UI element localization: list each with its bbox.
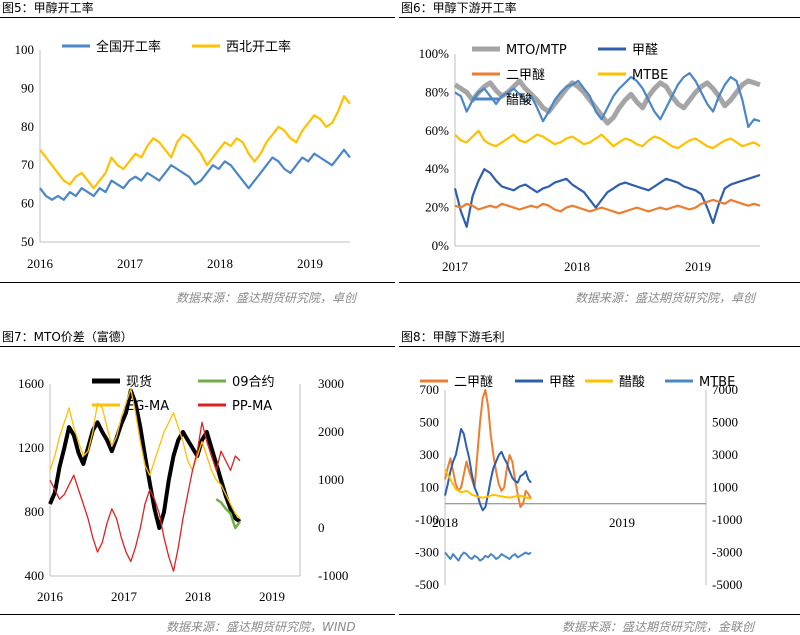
fig6-ytick-label: 80% (425, 84, 449, 99)
fig7-ytick-right-label: -1000 (318, 568, 348, 583)
fig6-ytick-label: 20% (425, 200, 449, 215)
fig6-legend-label-s: 甲醛 (632, 42, 658, 58)
fig8-ytick-right-label: 5000 (712, 415, 738, 430)
fig6-ytick-label: 100% (419, 46, 450, 61)
fig6-ytick-label: 0% (432, 238, 450, 253)
fig6-xtick-label: 2017 (442, 259, 469, 274)
fig8-ytick-right-label: -3000 (712, 545, 742, 560)
fig7-source: 数据来源：盛达期货研究院，WIND (166, 620, 356, 634)
fig6-xtick-label: 2018 (564, 259, 590, 274)
fig6-series-s-line (453, 168, 761, 228)
fig6-caption: 图6：甲醇下游开工率 (401, 1, 517, 15)
fig8-xtick-label: 2019 (609, 515, 635, 530)
fig7-legend-label-pp-ma: PP-MA (232, 399, 272, 414)
fig7-xtick-label: 2019 (259, 589, 285, 604)
fig7-ytick-right-label: 1000 (318, 472, 344, 487)
fig8-ytick-right-label: 7000 (712, 382, 738, 397)
fig5-series-s-line (39, 95, 351, 190)
fig8-ytick-right-label: -5000 (712, 577, 742, 592)
fig8-legend-label-s: 二甲醚 (454, 375, 493, 390)
fig7-ytick-right-label: 0 (318, 520, 325, 535)
fig5-legend-label-s: 全国开工率 (96, 39, 161, 55)
fig7-legend-label-eg-ma: EG-MA (126, 399, 169, 414)
fig8-legend-label-s: 甲醛 (549, 374, 575, 390)
fig7-ytick-right-label: 3000 (318, 376, 344, 391)
fig8-ytick-label: -500 (415, 577, 439, 592)
fig5-ytick-label: 90 (21, 80, 34, 95)
fig8-caption: 图8：甲醇下游毛利 (401, 330, 505, 344)
fig5-series-s-line (39, 148, 351, 201)
fig5-source: 数据来源：盛达期货研究院，卓创 (176, 291, 357, 305)
fig7-ytick-right-label: 2000 (318, 424, 344, 439)
fig8-ytick-label: -300 (415, 545, 439, 560)
fig7-series-09-line (215, 498, 242, 530)
fig7-top-rule (0, 346, 395, 347)
fig8-ytick-label: 300 (420, 447, 440, 462)
fig5-caption: 图5：甲醇开工率 (2, 1, 94, 15)
fig7-bottom-rule (0, 614, 395, 615)
fig6-ytick-label: 60% (425, 123, 449, 138)
fig7-legend-label-09: 09合约 (232, 375, 275, 390)
fig6-xtick-label: 2019 (685, 259, 711, 274)
fig7-ytick-label: 400 (25, 568, 45, 583)
fig7-caption: 图7：MTO价差（富德） (2, 330, 133, 344)
fig5-bottom-rule (0, 282, 395, 283)
fig5-xtick-label: 2019 (297, 256, 323, 271)
fig6-bottom-rule (399, 282, 800, 283)
fig7-xtick-label: 2016 (37, 589, 64, 604)
fig5-ytick-label: 60 (21, 196, 34, 211)
fig5-ytick-label: 80 (21, 119, 34, 134)
fig5-ytick-label: 100 (15, 42, 35, 57)
fig8-legend-label-mtbe: MTBE (699, 375, 735, 390)
fig8-bottom-rule (399, 614, 800, 615)
fig8-series-s-line (444, 469, 532, 500)
fig8-ytick-label: 100 (420, 480, 440, 495)
fig8-legend-label-s: 醋酸 (619, 374, 645, 390)
fig6-source: 数据来源：盛达期货研究院，卓创 (575, 291, 756, 305)
fig6-series-mtbe-line (454, 129, 761, 150)
fig8-series-mtbe-line (444, 551, 532, 562)
fig7-xtick-label: 2017 (111, 589, 138, 604)
fig7-ytick-label: 1200 (18, 440, 44, 455)
fig6-legend-label-s: 醋酸 (506, 92, 532, 108)
fig5-ytick-label: 50 (21, 234, 34, 249)
fig5-xtick-label: 2017 (117, 256, 144, 271)
fig8-xtick-label: 2018 (432, 515, 458, 530)
fig6-ytick-label: 40% (425, 161, 449, 176)
fig8-ytick-label: 500 (420, 415, 440, 430)
fig5-top-rule (0, 17, 395, 18)
fig7-xtick-label: 2018 (185, 589, 211, 604)
fig8-top-rule (399, 346, 800, 347)
fig8-ytick-right-label: -1000 (712, 512, 742, 527)
fig8-ytick-label: -100 (415, 512, 439, 527)
fig8-series-s-line (444, 428, 532, 512)
fig5-xtick-label: 2018 (207, 256, 233, 271)
fig7-series-pp-ma-line (49, 421, 241, 572)
fig7-series-s-line (48, 388, 242, 530)
fig5-ytick-label: 70 (21, 157, 34, 172)
fig7-ytick-label: 800 (25, 504, 45, 519)
fig7-legend-label-s: 现货 (126, 374, 152, 390)
fig7-series-eg-ma-line (49, 388, 241, 519)
fig5-xtick-label: 2016 (27, 256, 54, 271)
fig6-top-rule (399, 17, 800, 18)
fig7-ytick-label: 1600 (18, 376, 44, 391)
fig8-ytick-right-label: 1000 (712, 480, 738, 495)
fig6-series-mto-mtp-line (453, 78, 761, 126)
fig8-ytick-right-label: 3000 (712, 447, 738, 462)
fig6-series-s-line (454, 198, 761, 215)
fig6-legend-label-mtbe: MTBE (632, 68, 668, 83)
fig6-legend-label-s: 二甲醚 (506, 68, 545, 83)
fig6-legend-label-mto-mtp: MTO/MTP (506, 43, 567, 58)
fig8-source: 数据来源：盛达期货研究院，金联创 (562, 620, 755, 634)
fig8-ytick-label: 700 (420, 382, 440, 397)
fig8-series-s-line (444, 389, 532, 508)
fig6-series-s-line (454, 72, 761, 129)
fig5-legend-label-s: 西北开工率 (226, 39, 291, 55)
